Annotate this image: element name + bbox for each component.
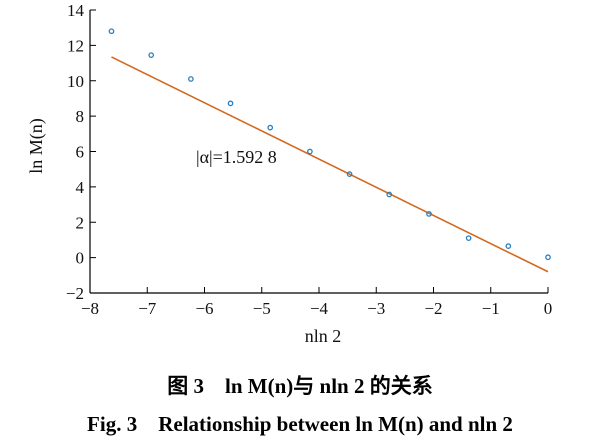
x-tick-label: −1 bbox=[482, 299, 500, 318]
x-tick-label: −4 bbox=[310, 299, 329, 318]
figure-caption-chinese: 图 3 ln M(n)与 nln 2 的关系 bbox=[167, 374, 433, 398]
y-tick-label: 8 bbox=[76, 107, 85, 126]
data-point bbox=[267, 124, 274, 131]
x-tick-label: −8 bbox=[81, 299, 99, 318]
y-tick-label: 2 bbox=[76, 213, 85, 232]
y-tick-label: 6 bbox=[76, 143, 85, 162]
y-tick-label: −2 bbox=[66, 284, 84, 303]
y-tick-label: 14 bbox=[67, 1, 85, 20]
x-tick-label: −5 bbox=[253, 299, 271, 318]
x-tick-label: −2 bbox=[424, 299, 442, 318]
x-axis-label: nln 2 bbox=[305, 326, 342, 346]
data-point bbox=[188, 76, 194, 82]
slope-annotation: |α|=1.592 8 bbox=[196, 147, 277, 167]
data-point bbox=[505, 243, 512, 249]
y-tick-label: 0 bbox=[76, 249, 85, 268]
y-axis-label: ln M(n) bbox=[26, 118, 47, 174]
fit-line-group bbox=[111, 56, 549, 273]
x-tick-label: 0 bbox=[544, 299, 553, 318]
fit-line bbox=[111, 56, 549, 273]
y-tick-label: 10 bbox=[67, 72, 84, 91]
x-tick-label: −3 bbox=[367, 299, 385, 318]
data-point bbox=[307, 148, 313, 155]
y-tick-label: 12 bbox=[67, 36, 84, 55]
data-point bbox=[426, 211, 432, 217]
x-tick-label: −6 bbox=[195, 299, 213, 318]
plot-frame bbox=[89, 10, 548, 294]
data-points bbox=[108, 28, 551, 261]
y-tick-label: 4 bbox=[76, 178, 85, 197]
data-point bbox=[148, 52, 155, 58]
data-point bbox=[346, 171, 353, 177]
data-point bbox=[108, 28, 115, 35]
data-point bbox=[545, 254, 551, 261]
chart-figure: −8 −7 −6 −5 −4 −3 −2 −1 0 −2 0 2 4 6 8 10 12 14 |α|=1.592… bbox=[26, 1, 552, 346]
x-tick-label: −7 bbox=[138, 299, 157, 318]
axis-ticks: −8 −7 −6 −5 −4 −3 −2 −1 0 −2 0 2 4 6 8 10 12 14 bbox=[66, 1, 552, 318]
data-point bbox=[465, 235, 472, 242]
figure-caption-english: Fig. 3 Relationship between ln M(n) and … bbox=[87, 412, 513, 436]
data-point bbox=[227, 100, 234, 107]
data-point bbox=[386, 191, 393, 198]
